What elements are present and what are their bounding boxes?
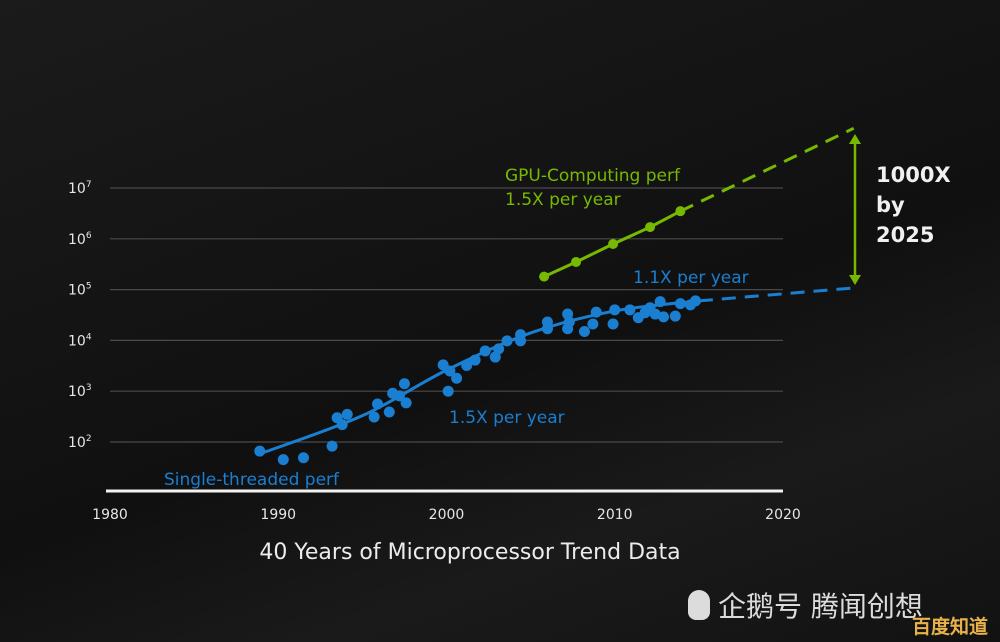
- gpu-series-label: GPU-Computing perf: [505, 166, 681, 186]
- single-thread-point: [451, 372, 463, 384]
- single-thread-point: [398, 378, 410, 390]
- single-thread-point: [368, 411, 380, 423]
- x-tick-label: 1990: [260, 507, 296, 523]
- gpu-rate-label: 1.5X per year: [505, 190, 621, 210]
- gpu-point: [675, 206, 686, 217]
- callout-line: 1000X: [876, 163, 951, 187]
- x-tick-label: 2020: [765, 507, 801, 523]
- watermark-badge: 百度知道: [912, 616, 989, 638]
- single-thread-point: [654, 296, 666, 308]
- y-tick-label: 106: [68, 231, 92, 248]
- single-thread-point: [578, 325, 590, 337]
- single-thread-point: [277, 454, 289, 466]
- callout-line: 2025: [876, 223, 935, 247]
- single-thread-point: [479, 345, 491, 357]
- callout-1000x: 1000X by 2025: [876, 160, 951, 250]
- single-thread-point: [563, 316, 575, 328]
- gpu-point: [539, 271, 550, 282]
- single-thread-point: [493, 343, 505, 355]
- single-thread-trendline: [260, 299, 700, 455]
- single-thread-rate-early: 1.5X per year: [449, 408, 565, 428]
- gpu-point: [608, 239, 619, 250]
- single-thread-point: [461, 360, 473, 372]
- single-thread-point: [444, 365, 456, 377]
- single-thread-point: [501, 335, 513, 347]
- watermark-text: 企鹅号 腾闻创想: [718, 590, 923, 623]
- single-thread-point: [326, 440, 338, 452]
- y-tick-label: 103: [68, 383, 92, 400]
- single-thread-point: [649, 308, 661, 320]
- arrow-up-icon: [849, 134, 861, 144]
- y-tick-label: 104: [68, 332, 92, 349]
- x-tick-label: 2010: [597, 507, 633, 523]
- single-thread-point: [541, 323, 553, 335]
- single-thread-series-label: Single-threaded perf: [164, 470, 340, 490]
- single-thread-point: [515, 335, 527, 347]
- y-tick-label: 102: [68, 434, 92, 451]
- single-thread-point: [336, 419, 348, 431]
- gpu-point: [571, 256, 582, 267]
- single-thread-point: [674, 298, 686, 310]
- single-thread-point: [587, 318, 599, 330]
- single-thread-point: [400, 397, 412, 409]
- single-thread-point: [690, 295, 702, 307]
- single-thread-point: [669, 310, 681, 322]
- penguin-icon: [688, 590, 710, 620]
- y-tick-label: 107: [68, 180, 92, 197]
- single-thread-point: [609, 304, 621, 316]
- chart-title: 40 Years of Microprocessor Trend Data: [259, 540, 681, 565]
- single-thread-point: [624, 304, 636, 316]
- callout-line: by: [876, 193, 905, 217]
- watermark: 企鹅号 腾闻创想: [688, 585, 923, 625]
- single-thread-point: [590, 306, 602, 318]
- single-thread-point: [297, 452, 309, 464]
- y-tick-label: 105: [68, 282, 92, 299]
- single-thread-point: [469, 354, 481, 366]
- gpu-projection: [679, 126, 855, 213]
- single-thread-rate-late: 1.1X per year: [633, 268, 749, 288]
- arrow-down-icon: [849, 275, 861, 285]
- single-thread-point: [607, 318, 619, 330]
- gpu-point: [645, 222, 656, 233]
- single-thread-point: [393, 390, 405, 402]
- single-thread-point: [442, 385, 454, 397]
- single-thread-projection: [698, 286, 859, 303]
- single-thread-point: [254, 445, 266, 457]
- x-tick-label: 2000: [429, 507, 465, 523]
- single-thread-point: [383, 406, 395, 418]
- x-tick-label: 1980: [92, 507, 128, 523]
- single-thread-point: [658, 311, 670, 323]
- single-thread-point: [341, 408, 353, 420]
- single-thread-point: [372, 398, 384, 410]
